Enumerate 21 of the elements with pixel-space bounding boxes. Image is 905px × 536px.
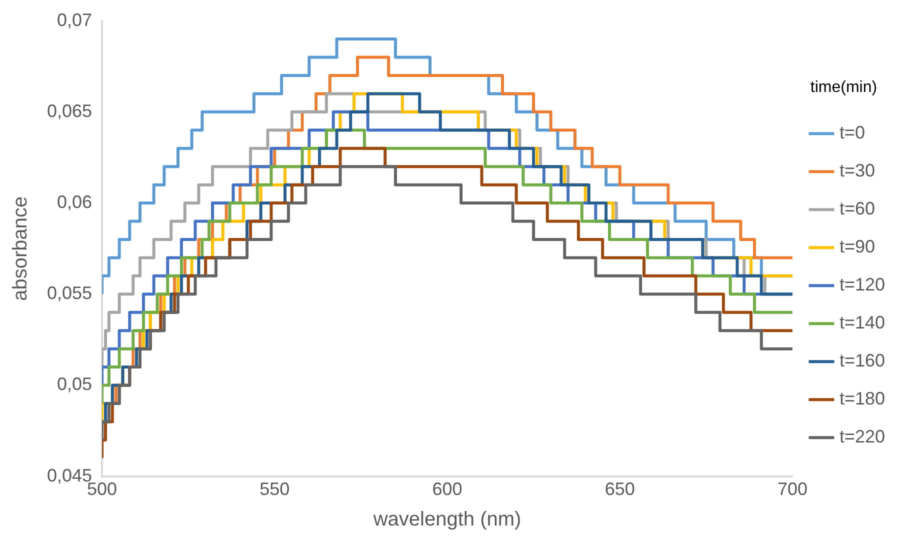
legend-label: t=0	[839, 122, 865, 143]
y-tick-label: 0,05	[56, 374, 92, 394]
x-tick-label: 650	[604, 479, 635, 500]
legend-label: t=220	[839, 426, 885, 447]
y-tick-label: 0,055	[46, 283, 92, 304]
y-axis-title: absorbance	[10, 196, 32, 301]
x-tick-label: 700	[777, 479, 808, 500]
y-tick-label: 0,07	[56, 10, 92, 30]
x-axis-title: wavelength (nm)	[372, 508, 522, 531]
legend-label: t=60	[839, 198, 875, 219]
legend-label: t=90	[839, 236, 875, 257]
legend-label: t=160	[839, 350, 885, 371]
legend-label: t=180	[839, 388, 885, 409]
x-tick-label: 550	[260, 479, 290, 500]
y-tick-label: 0,06	[56, 192, 92, 212]
y-tick-label: 0,065	[46, 100, 92, 121]
legend-title: time(min)	[810, 78, 878, 96]
legend-label: t=30	[839, 160, 875, 181]
legend-label: t=120	[839, 274, 885, 295]
legend-label: t=140	[839, 312, 885, 333]
x-tick-label: 600	[432, 479, 462, 500]
